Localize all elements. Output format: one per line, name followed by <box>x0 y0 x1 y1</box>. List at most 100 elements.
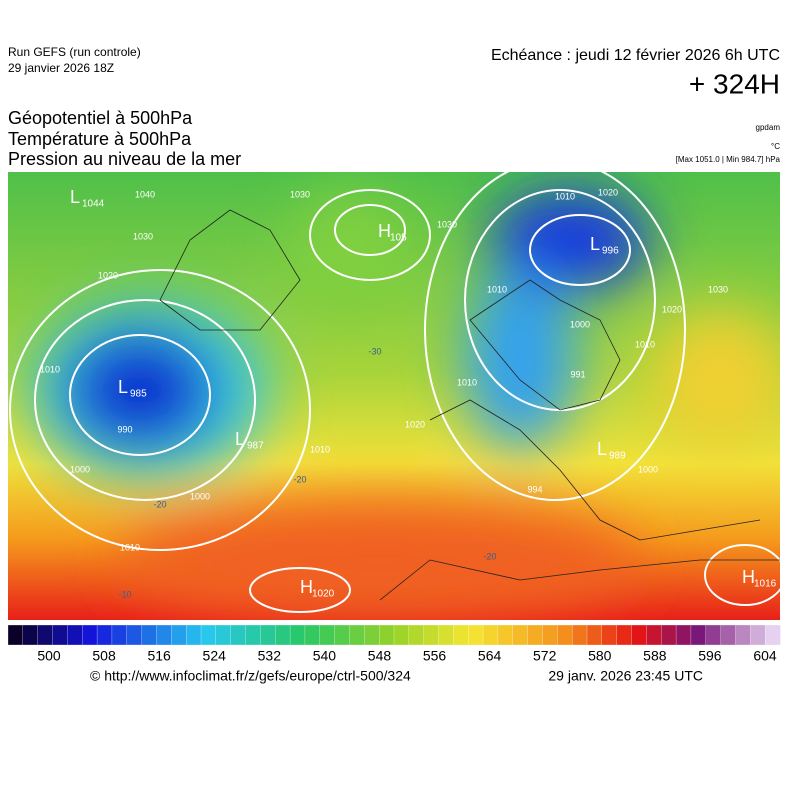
isobar-label: 1030 <box>133 231 153 241</box>
colorbar-swatch <box>750 624 766 646</box>
colorbar-swatch <box>527 624 544 646</box>
center-value: 1020 <box>312 589 335 600</box>
isobars <box>9 172 780 613</box>
colorbar-swatch <box>96 624 113 646</box>
unit: °C <box>771 142 780 151</box>
colorbar-swatch <box>334 624 351 646</box>
colorbar-swatch <box>423 624 440 646</box>
center-kind: L <box>597 439 607 459</box>
colorbar-swatch <box>260 624 276 646</box>
colorbar-swatch <box>275 624 291 646</box>
run-date: 29 janvier 2026 18Z <box>8 61 114 75</box>
extremes: [Max 1051.0 | Min 984.7] hPa <box>676 155 781 164</box>
isotherm-label: -20 <box>483 551 496 561</box>
colorbar-tick-label: 516 <box>147 648 171 664</box>
colorbar-swatch <box>37 624 54 646</box>
center-kind: H <box>742 567 755 587</box>
center-value: 996 <box>602 246 619 257</box>
isobar-label: 1000 <box>190 491 210 501</box>
colorbar-tick-label: 524 <box>203 648 227 664</box>
isobar-label: 1010 <box>635 339 655 349</box>
center-kind: L <box>118 377 128 397</box>
isobar-label: 990 <box>117 424 132 434</box>
colorbar-swatch <box>379 624 395 646</box>
colorbar-swatch <box>319 624 336 646</box>
isobar-label: 1020 <box>98 270 118 280</box>
colorbar-swatch <box>601 624 618 646</box>
colorbar-swatch <box>141 624 158 646</box>
colorbar-swatch <box>186 624 202 646</box>
colorbar-swatch <box>200 624 217 646</box>
isobar-label: 1000 <box>570 319 590 329</box>
map-field <box>30 190 780 620</box>
colorbar-swatch <box>22 624 39 646</box>
colorbar-swatch <box>497 624 514 646</box>
colorbar-tick-label: 564 <box>478 648 502 664</box>
colorbar-swatch <box>468 624 484 646</box>
colorbar-swatch <box>690 624 707 646</box>
colorbar-swatch <box>408 624 425 646</box>
colorbar-swatch <box>438 624 455 646</box>
colorbar-swatch <box>230 624 247 646</box>
colorbar-swatch <box>720 624 737 646</box>
colorbar-tick-label: 508 <box>92 648 116 664</box>
center-value: 989 <box>609 451 626 462</box>
colorbar-tick-label: 572 <box>533 648 557 664</box>
generated: 29 janv. 2026 23:45 UTC <box>548 668 703 684</box>
isotherm-label: -20 <box>293 474 306 484</box>
center-value: 1044 <box>82 199 105 210</box>
unit: gpdam <box>756 123 781 132</box>
center-kind: H <box>300 577 313 597</box>
center-value: 105 <box>390 233 407 244</box>
source: © http://www.infoclimat.fr/z/gefs/europe… <box>90 668 411 684</box>
isobar-label: 1010 <box>555 191 575 201</box>
isobar-label: 1020 <box>405 419 425 429</box>
field: Géopotentiel à 500hPa <box>8 108 193 128</box>
colorbar-swatch <box>453 624 469 646</box>
colorbar-tick-label: 532 <box>258 648 282 664</box>
colorbar-swatch <box>111 624 128 646</box>
isobar-label: 1030 <box>437 219 457 229</box>
colorbar-swatch <box>661 624 677 646</box>
colorbar-swatch <box>646 624 662 646</box>
isotherm-label: -30 <box>368 346 381 356</box>
field: Température à 500hPa <box>8 129 192 149</box>
center-kind: L <box>235 429 245 449</box>
colorbar-swatch <box>245 624 262 646</box>
colorbar-swatch <box>215 624 232 646</box>
colorbar-swatch <box>67 624 83 646</box>
colorbar-swatch <box>304 624 321 646</box>
colorbar-swatch <box>52 624 69 646</box>
isobar-label: 1010 <box>457 377 477 387</box>
colorbar-swatch <box>572 624 588 646</box>
colorbar-swatch <box>156 624 172 646</box>
colorbar-swatch <box>557 624 573 646</box>
colorbar-swatch <box>631 624 648 646</box>
isobar-label: 1020 <box>662 304 682 314</box>
colorbar-tick-label: 580 <box>588 648 612 664</box>
colorbar-swatch <box>126 624 143 646</box>
colorbar-swatch <box>7 624 24 646</box>
colorbar-swatch <box>289 624 306 646</box>
colorbar-swatch <box>482 624 499 646</box>
colorbar-tick-label: 540 <box>313 648 337 664</box>
colorbar: 500 508 516 524 532 540 548 556 564 572 580 588 596 6… <box>7 624 781 664</box>
colorbar-swatch <box>705 624 722 646</box>
colorbar-swatch <box>586 624 603 646</box>
center-kind: L <box>590 234 600 254</box>
center-kind: L <box>70 187 80 207</box>
center-kind: H <box>378 221 391 241</box>
isobar-label: 1040 <box>135 189 155 199</box>
colorbar-swatch <box>512 624 529 646</box>
field: Pression au niveau de la mer <box>8 149 241 169</box>
colorbar-tick-label: 604 <box>753 648 777 664</box>
isobar-label: 1030 <box>708 284 728 294</box>
colorbar-swatch <box>364 624 380 646</box>
lead-time: + 324H <box>689 68 780 99</box>
colorbar-swatch <box>765 624 781 646</box>
coastlines <box>159 209 780 601</box>
isobar-label: 1000 <box>70 464 90 474</box>
colorbar-tick-label: 548 <box>368 648 392 664</box>
colorbar-swatch <box>542 624 558 646</box>
